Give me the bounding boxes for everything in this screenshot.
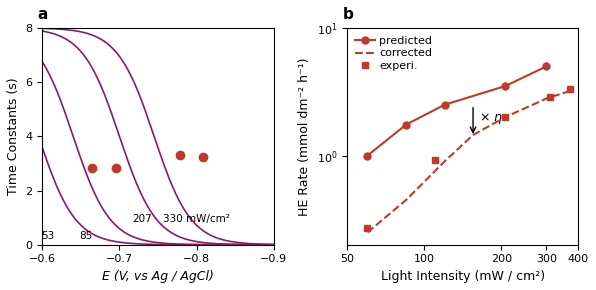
Text: $\times\ \eta$: $\times\ \eta$ <box>479 111 502 126</box>
Line: predicted: predicted <box>364 63 550 159</box>
experi. <box>547 96 554 99</box>
Text: 207: 207 <box>132 214 153 224</box>
experi. <box>502 115 509 119</box>
corrected <box>502 115 509 119</box>
Text: 330 mW/cm²: 330 mW/cm² <box>163 214 230 224</box>
X-axis label: E (V, vs Ag / AgCl): E (V, vs Ag / AgCl) <box>102 270 214 283</box>
corrected <box>403 198 410 202</box>
predicted <box>441 103 448 106</box>
Y-axis label: Time Constants (s): Time Constants (s) <box>7 77 20 195</box>
Text: 53: 53 <box>41 231 54 241</box>
Line: experi.: experi. <box>364 86 573 232</box>
Text: a: a <box>38 7 48 22</box>
corrected <box>566 89 573 93</box>
Text: 85: 85 <box>79 231 92 241</box>
predicted <box>543 65 550 68</box>
corrected <box>441 160 448 163</box>
predicted <box>403 123 410 126</box>
experi. <box>364 226 371 230</box>
corrected <box>470 133 477 137</box>
Line: corrected: corrected <box>368 91 570 232</box>
corrected <box>543 97 550 100</box>
predicted <box>502 84 509 88</box>
Text: b: b <box>343 7 353 22</box>
experi. <box>432 158 439 162</box>
corrected <box>364 231 371 234</box>
experi. <box>566 88 573 91</box>
Legend: predicted, corrected, experi.: predicted, corrected, experi. <box>353 33 434 73</box>
X-axis label: Light Intensity (mW / cm²): Light Intensity (mW / cm²) <box>381 270 545 283</box>
predicted <box>364 154 371 157</box>
Y-axis label: HE Rate (mmol dm⁻² h⁻¹): HE Rate (mmol dm⁻² h⁻¹) <box>299 57 311 215</box>
